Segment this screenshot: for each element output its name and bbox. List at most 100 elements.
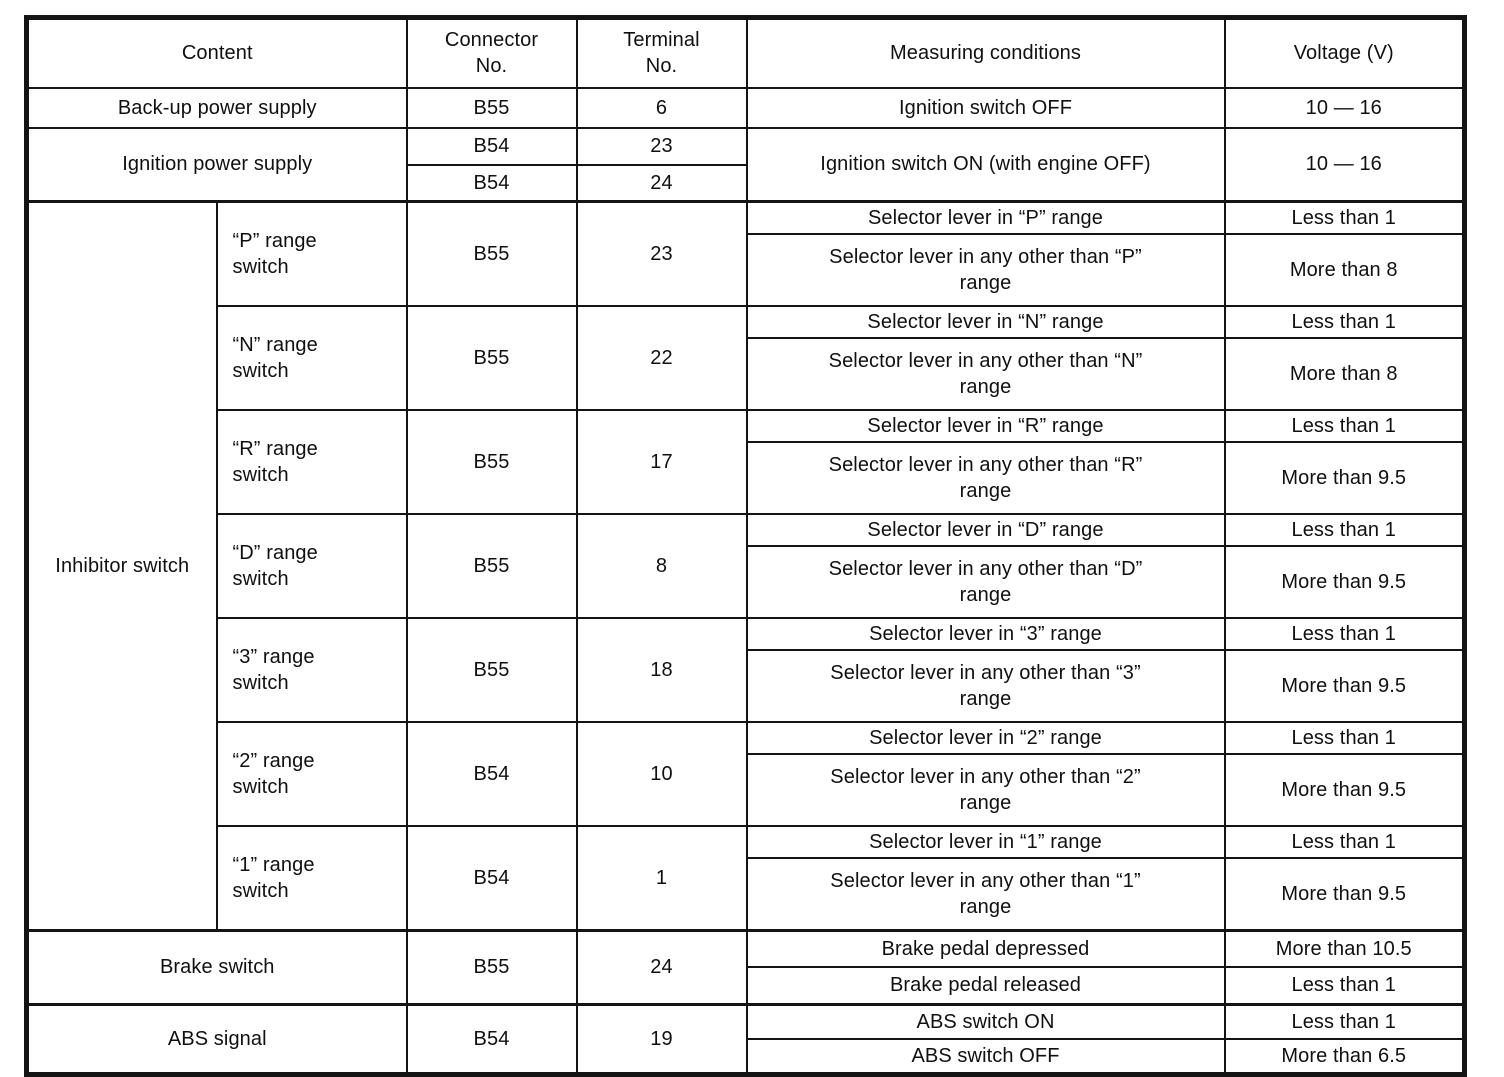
ignition-voltage: 10 — 16 [1223,126,1466,203]
table-row-inhibitor-1-1: “1” range switch B54 1 Selector lever in… [27,825,1466,931]
ignition-condition: Ignition switch ON (with engine OFF) [745,126,1226,203]
inhibitor-3-cond1: Selector lever in “3” range [745,617,1226,651]
backup-voltage: 10 — 16 [1223,86,1466,129]
header-terminal-no: Terminal No. [575,16,748,89]
table-row-inhibitor-n-2: Selector lever in any other than “N” ran… [27,337,1466,411]
table-row-brake-2: Brake pedal released Less than 1 [27,966,1466,1005]
inhibitor-n-cond1: Selector lever in “N” range [745,305,1226,339]
inhibitor-1-terminal: 1 [575,825,748,931]
backup-terminal: 6 [575,86,748,129]
inhibitor-d-volt1: Less than 1 [1223,513,1466,547]
inhibitor-d-cond2: Selector lever in any other than “D” ran… [745,545,1226,619]
table-row-inhibitor-d-1: “D” range switch B55 8 Selector lever in… [27,513,1466,619]
table-row-inhibitor-n-1: “N” range switch B55 22 Selector lever i… [27,305,1466,411]
inhibitor-2-terminal: 10 [575,721,748,827]
header-row: Content Connector No. Terminal No. Measu… [25,16,1466,89]
inhibitor-3-terminal: 18 [575,617,748,723]
table-row-inhibitor-3-1: “3” range switch B55 18 Selector lever i… [27,617,1466,723]
inhibitor-3-volt2: More than 9.5 [1223,649,1466,723]
inhibitor-1-cond1: Selector lever in “1” range [745,825,1226,859]
abs-connector: B54 [405,1002,578,1075]
inhibitor-d-terminal: 8 [575,513,748,619]
table-row-inhibitor-1-2: Selector lever in any other than “1” ran… [27,857,1466,931]
inhibitor-n-label: “N” range switch [215,305,408,411]
table-row-brake-1: Brake switch B55 24 Brake pedal depresse… [25,928,1466,1005]
inhibitor-2-volt2: More than 9.5 [1223,753,1466,827]
inhibitor-content: Inhibitor switch [25,200,218,931]
inhibitor-n-connector: B55 [405,305,578,411]
table-row-inhibitor-2-1: “2” range switch B54 10 Selector lever i… [27,721,1466,827]
scanned-page: Content Connector No. Terminal No. Measu… [24,15,1467,1077]
inhibitor-2-connector: B54 [405,721,578,827]
brake-cond2: Brake pedal released [745,966,1226,1005]
ignition-content: Ignition power supply [25,126,408,203]
abs-terminal: 19 [575,1002,748,1075]
inhibitor-p-cond1: Selector lever in “P” range [745,200,1226,235]
inhibitor-2-label: “2” range switch [215,721,408,827]
inhibitor-d-connector: B55 [405,513,578,619]
brake-connector: B55 [405,928,578,1005]
brake-cond1: Brake pedal depressed [745,928,1226,968]
inhibitor-r-connector: B55 [405,409,578,515]
inhibitor-1-volt1: Less than 1 [1223,825,1466,859]
table-row-inhibitor-3-2: Selector lever in any other than “3” ran… [27,649,1466,723]
inhibitor-r-volt1: Less than 1 [1223,409,1466,443]
inhibitor-n-volt1: Less than 1 [1223,305,1466,339]
ignition-connector-2: B54 [405,163,578,203]
header-measuring-conditions: Measuring conditions [745,16,1226,89]
inhibitor-r-label: “R” range switch [215,409,408,515]
backup-content: Back-up power supply [25,86,408,129]
inhibitor-p-label: “P” range switch [215,200,408,307]
inhibitor-n-terminal: 22 [575,305,748,411]
inhibitor-2-volt1: Less than 1 [1223,721,1466,755]
ignition-terminal-2: 24 [575,163,748,203]
inhibitor-1-connector: B54 [405,825,578,931]
brake-terminal: 24 [575,928,748,1005]
inhibitor-3-cond2: Selector lever in any other than “3” ran… [745,649,1226,723]
header-voltage: Voltage (V) [1223,16,1466,89]
voltage-spec-table: Content Connector No. Terminal No. Measu… [24,15,1467,1077]
table-row-ignition-1: Ignition power supply B54 23 Ignition sw… [25,126,1466,203]
inhibitor-2-cond1: Selector lever in “2” range [745,721,1226,755]
inhibitor-p-connector: B55 [405,200,578,307]
inhibitor-p-volt2: More than 8 [1223,233,1466,307]
inhibitor-3-connector: B55 [405,617,578,723]
inhibitor-p-volt1: Less than 1 [1223,200,1466,235]
inhibitor-d-label: “D” range switch [215,513,408,619]
header-content: Content [25,16,408,89]
ignition-connector-1: B54 [405,126,578,166]
table-row-ignition-2: B54 24 [27,163,1465,203]
abs-cond2: ABS switch OFF [745,1038,1226,1075]
table-row-inhibitor-r-2: Selector lever in any other than “R” ran… [27,441,1466,515]
inhibitor-p-cond2: Selector lever in any other than “P” ran… [745,233,1226,307]
inhibitor-2-cond2: Selector lever in any other than “2” ran… [745,753,1226,827]
table-row-inhibitor-r-1: “R” range switch B55 17 Selector lever i… [27,409,1466,515]
abs-content: ABS signal [25,1002,408,1075]
table-row-inhibitor-2-2: Selector lever in any other than “2” ran… [27,753,1466,827]
backup-connector: B55 [405,86,578,129]
table-row-inhibitor-p-2: Selector lever in any other than “P” ran… [27,233,1466,307]
ignition-terminal-1: 23 [575,126,748,166]
table-row-inhibitor-d-2: Selector lever in any other than “D” ran… [27,545,1466,619]
inhibitor-1-cond2: Selector lever in any other than “1” ran… [745,857,1226,931]
table-row-abs-1: ABS signal B54 19 ABS switch ON Less tha… [25,1002,1466,1075]
inhibitor-r-volt2: More than 9.5 [1223,441,1466,515]
inhibitor-1-label: “1” range switch [215,825,408,931]
inhibitor-r-cond2: Selector lever in any other than “R” ran… [745,441,1226,515]
abs-volt2: More than 6.5 [1223,1038,1466,1075]
inhibitor-3-volt1: Less than 1 [1223,617,1466,651]
abs-volt1: Less than 1 [1223,1002,1466,1040]
backup-condition: Ignition switch OFF [745,86,1226,129]
brake-volt1: More than 10.5 [1223,928,1466,968]
inhibitor-r-cond1: Selector lever in “R” range [745,409,1226,443]
brake-content: Brake switch [25,928,408,1005]
abs-cond1: ABS switch ON [745,1002,1226,1040]
inhibitor-3-label: “3” range switch [215,617,408,723]
table-row-backup: Back-up power supply B55 6 Ignition swit… [25,86,1466,129]
inhibitor-n-volt2: More than 8 [1223,337,1466,411]
inhibitor-r-terminal: 17 [575,409,748,515]
inhibitor-d-cond1: Selector lever in “D” range [745,513,1226,547]
inhibitor-1-volt2: More than 9.5 [1223,857,1466,931]
brake-volt2: Less than 1 [1223,966,1466,1005]
header-connector-no: Connector No. [405,16,578,89]
